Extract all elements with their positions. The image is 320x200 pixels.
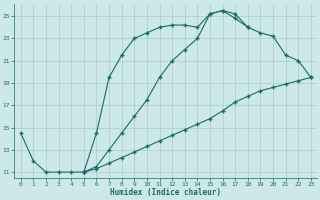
X-axis label: Humidex (Indice chaleur): Humidex (Indice chaleur): [110, 188, 221, 197]
